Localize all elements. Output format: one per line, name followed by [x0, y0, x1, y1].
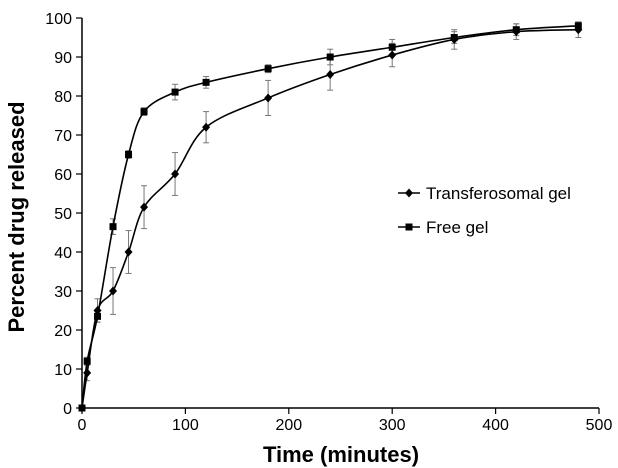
y-tick-label: 100 [45, 11, 72, 28]
data-point-series-2 [125, 151, 133, 158]
legend-label-2: Free gel [426, 218, 488, 237]
x-tick-label: 400 [482, 417, 509, 434]
series-lines [81, 25, 579, 409]
y-tick-label: 30 [54, 284, 72, 301]
x-tick-label: 0 [78, 417, 87, 434]
y-tick-label: 90 [54, 50, 72, 67]
data-markers [78, 22, 583, 413]
legend-label-1: Transferosomal gel [426, 184, 571, 203]
y-tick-label: 50 [54, 206, 72, 223]
data-point-series-1 [388, 50, 397, 60]
data-point-series-2 [171, 88, 179, 96]
data-point-series-2 [326, 53, 334, 61]
data-point-series-1 [109, 286, 118, 296]
x-axis-title: Time (minutes) [263, 442, 419, 467]
x-tick-label: 500 [586, 417, 613, 434]
data-point-series-1 [124, 247, 133, 257]
y-tick-label: 70 [54, 128, 72, 145]
data-point-series-2 [109, 223, 117, 231]
data-point-series-2 [202, 78, 210, 86]
data-point-series-1 [93, 306, 102, 315]
data-point-series-2 [388, 43, 396, 51]
data-point-series-2 [264, 65, 272, 73]
data-point-series-2 [140, 108, 148, 116]
x-tick-label: 100 [172, 417, 199, 434]
y-tick-label: 40 [54, 245, 72, 262]
y-tick-label: 80 [54, 89, 72, 106]
y-tick-label: 10 [54, 362, 72, 379]
y-axis-title: Percent drug released [4, 101, 29, 332]
data-point-series-1 [140, 202, 149, 212]
legend-marker-2 [405, 223, 413, 231]
x-tick-label: 300 [379, 417, 406, 434]
data-point-series-2 [94, 312, 102, 320]
legend: Transferosomal gel Free gel [398, 184, 571, 237]
data-point-series-1 [202, 122, 211, 132]
data-point-series-2 [78, 404, 86, 412]
y-tick-label: 60 [54, 167, 72, 184]
data-point-series-1 [264, 93, 273, 103]
series-line-2 [81, 25, 579, 409]
data-point-series-2 [450, 34, 458, 41]
axes: 0 100 200 300 400 500 0 10 20 30 40 50 60 70 80 90 100 [45, 11, 612, 434]
data-point-series-2 [512, 26, 520, 34]
data-point-series-2 [574, 22, 582, 30]
data-point-series-1 [326, 70, 335, 80]
data-point-series-2 [83, 357, 91, 365]
y-tick-label: 0 [63, 401, 72, 418]
legend-marker-1 [405, 188, 413, 198]
y-tick-label: 20 [54, 323, 72, 340]
data-point-series-1 [171, 169, 180, 179]
data-point-series-1 [83, 368, 92, 378]
x-tick-label: 200 [275, 417, 302, 434]
